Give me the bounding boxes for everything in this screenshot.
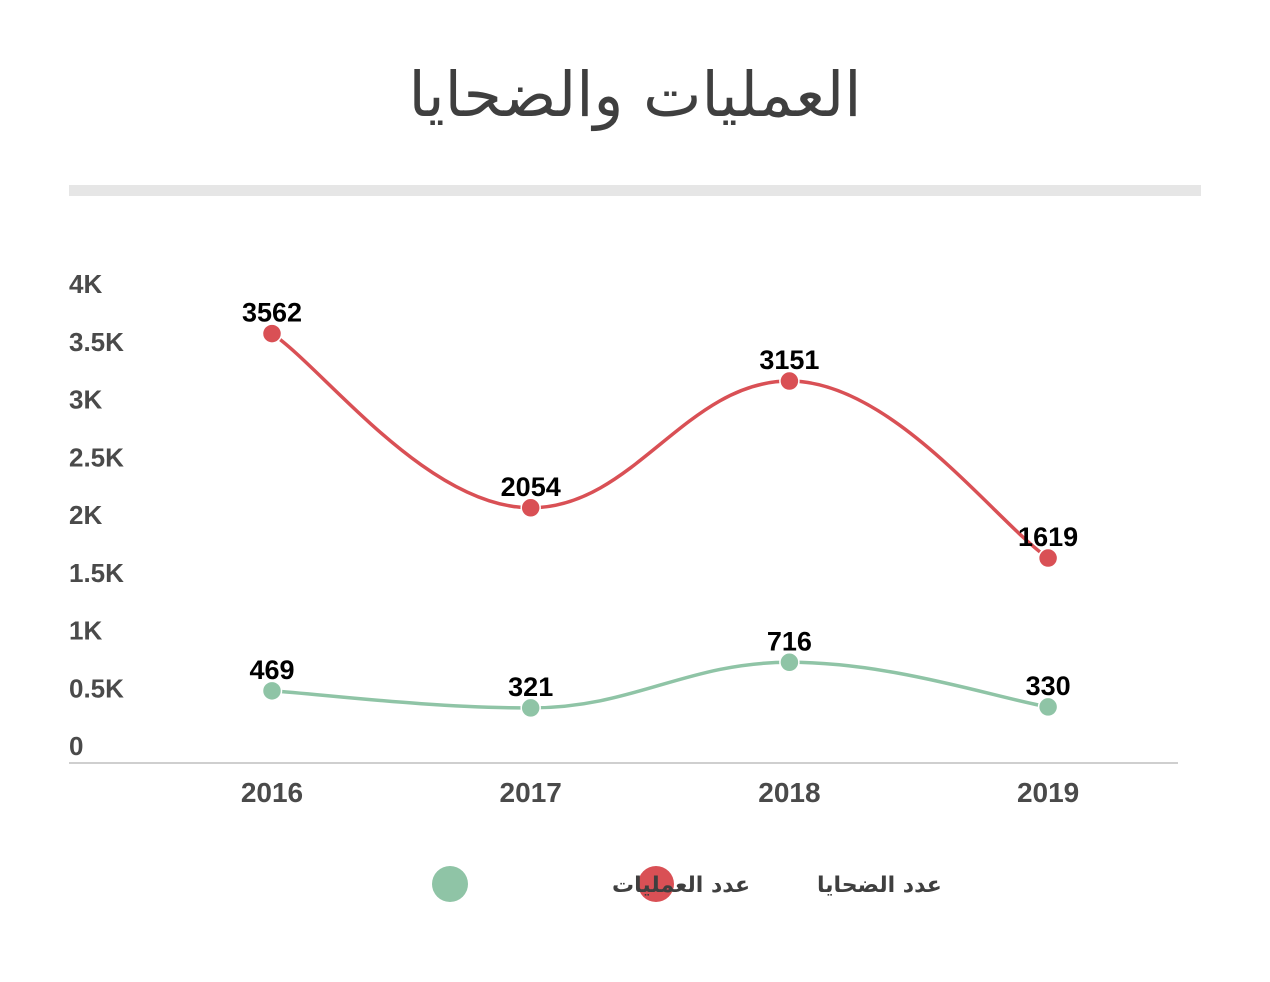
legend-marker — [638, 866, 674, 902]
legend: عدد الضحايا عدد العمليات — [432, 866, 942, 902]
y-tick-label: 3K — [69, 385, 102, 415]
y-tick-label: 3.5K — [69, 327, 124, 357]
data-label: 469 — [249, 655, 294, 685]
series-line — [270, 331, 1050, 560]
y-tick-label: 1.5K — [69, 558, 124, 588]
series-line — [270, 660, 1050, 710]
legend-label: عدد العمليات — [612, 873, 750, 898]
x-tick-label: 2019 — [1017, 777, 1079, 808]
data-point — [261, 323, 283, 344]
y-tick-label: 0.5K — [69, 673, 124, 703]
data-point — [779, 370, 800, 392]
data-point — [261, 680, 283, 702]
data-point — [520, 497, 541, 519]
data-point — [520, 697, 541, 719]
x-axis: 2016 2017 2018 2019 — [241, 777, 1079, 808]
legend-label: عدد الضحايا — [817, 873, 942, 898]
y-tick-label: 1K — [69, 616, 102, 646]
data-label: 716 — [767, 626, 812, 656]
data-label: 1619 — [1018, 522, 1078, 552]
series-lines — [270, 331, 1050, 710]
data-label: 3562 — [242, 298, 302, 328]
x-tick-label: 2017 — [500, 777, 562, 808]
y-axis: 0 0.5K 1K 1.5K 2K 2.5K 3K 3.5K 4K — [69, 269, 124, 761]
series-points — [261, 323, 1059, 719]
x-tick-label: 2018 — [758, 777, 820, 808]
y-tick-label: 2.5K — [69, 442, 124, 472]
y-tick-label: 2K — [69, 500, 102, 530]
data-label: 321 — [508, 672, 553, 702]
y-tick-label: 0 — [69, 731, 83, 761]
data-label: 330 — [1026, 671, 1071, 701]
title-divider — [69, 185, 1201, 196]
data-label: 3151 — [759, 345, 819, 375]
data-point — [1037, 696, 1059, 718]
page-title: العمليات والضحايا — [408, 58, 862, 131]
y-tick-label: 4K — [69, 269, 102, 299]
legend-marker — [432, 866, 468, 902]
data-point — [1037, 547, 1059, 569]
data-labels: 3562 2054 3151 1619 469 321 716 330 — [242, 298, 1078, 702]
x-tick-label: 2016 — [241, 777, 303, 808]
data-label: 2054 — [501, 472, 561, 502]
data-point — [779, 652, 800, 673]
